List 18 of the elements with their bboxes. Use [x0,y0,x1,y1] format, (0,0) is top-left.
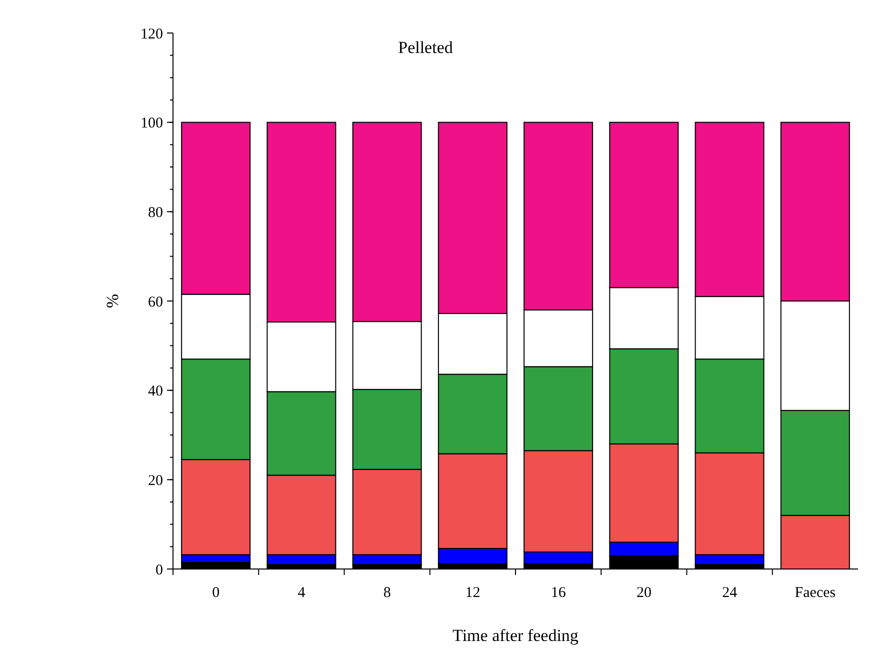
y-axis-title: % [103,294,122,308]
x-tick-label: 8 [383,585,391,601]
y-tick-label: 0 [156,562,163,578]
x-tick-label: 16 [550,585,566,601]
y-tick-label: 60 [148,294,163,310]
x-tick-label: 20 [636,585,652,601]
y-tick-label: 120 [140,26,163,42]
x-tick-label: 12 [465,585,480,601]
x-axis-title: Time after feeding [452,626,579,645]
y-tick-label: 20 [148,472,163,489]
y-tick-label: 100 [140,116,163,132]
x-tick-label: 24 [722,585,738,601]
x-tick-label: Faeces [794,585,836,601]
chart-title: Pelleted [398,38,454,57]
y-tick-label: 80 [148,204,163,221]
x-tick-label: 4 [298,585,306,601]
x-tick-label: 0 [212,585,220,601]
y-tick-label: 40 [148,384,163,400]
